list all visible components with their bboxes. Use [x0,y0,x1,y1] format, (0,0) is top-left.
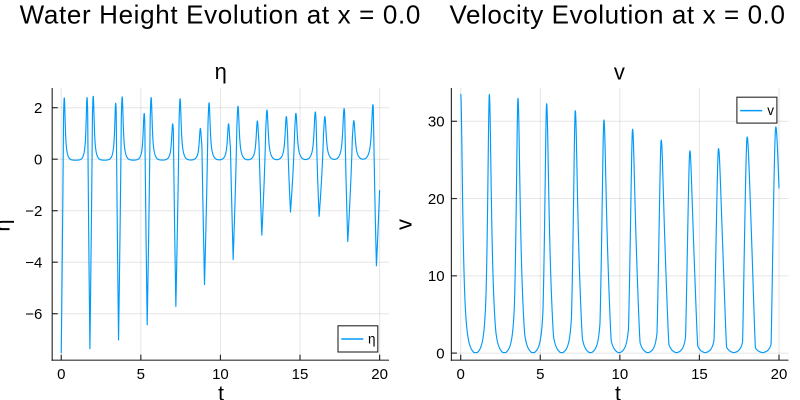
svg-text:−6: −6 [25,306,42,323]
svg-text:t: t [218,383,224,400]
svg-text:10: 10 [612,366,629,383]
svg-text:0: 0 [457,366,465,383]
svg-text:2: 2 [34,100,42,117]
svg-text:5: 5 [536,366,544,383]
svg-text:5: 5 [137,366,145,383]
svg-text:30: 30 [428,114,445,131]
svg-text:0: 0 [34,152,42,169]
svg-text:20: 20 [771,366,788,383]
svg-text:η: η [368,331,376,346]
svg-text:20: 20 [428,191,445,208]
svg-text:20: 20 [371,366,388,383]
svg-text:0: 0 [436,345,444,362]
svg-text:v: v [614,60,625,85]
svg-text:−4: −4 [25,255,42,272]
svg-text:10: 10 [212,366,229,383]
svg-text:−2: −2 [25,203,42,220]
svg-text:0: 0 [57,366,65,383]
svg-text:v: v [392,219,417,230]
svg-text:10: 10 [428,268,445,285]
svg-text:15: 15 [292,366,309,383]
svg-text:v: v [767,103,774,118]
svg-text:15: 15 [691,366,708,383]
svg-text:Velocity Evolution at x = 0.0: Velocity Evolution at x = 0.0 [449,0,785,30]
svg-text:Water Height Evolution at x =: Water Height Evolution at x = 0.0 [20,0,421,30]
svg-text:η: η [0,219,15,231]
svg-text:t: t [615,383,621,400]
svg-text:η: η [215,59,227,84]
